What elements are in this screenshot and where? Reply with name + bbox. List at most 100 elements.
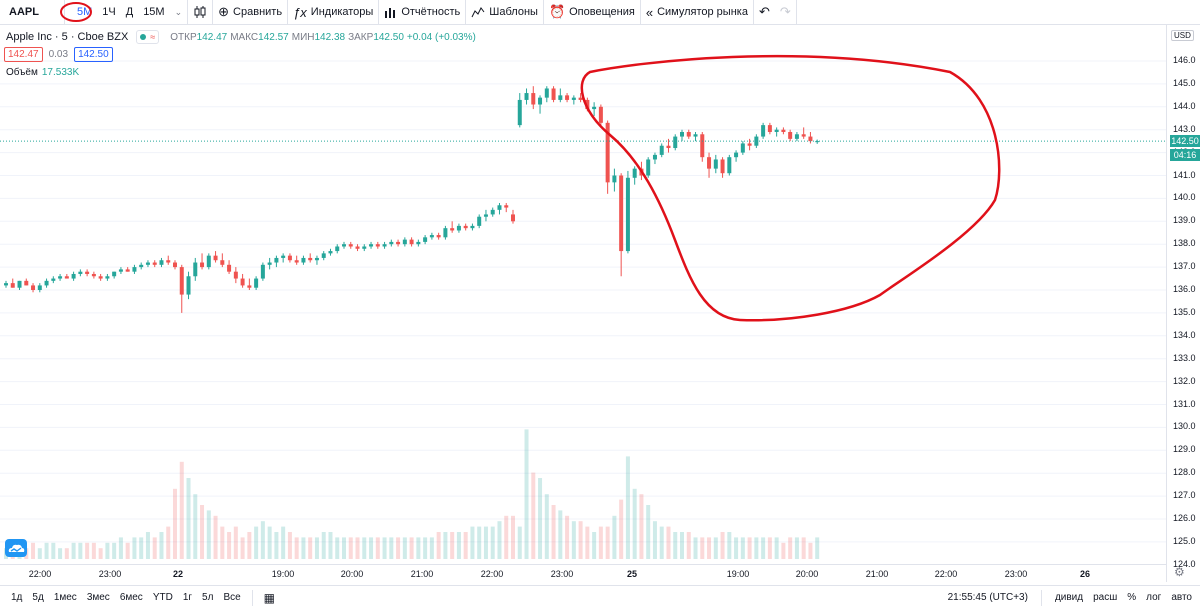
toolbar-filler <box>882 0 1200 25</box>
candle-body <box>815 141 820 143</box>
divider <box>378 0 380 24</box>
candle-body <box>700 134 705 158</box>
candle-body <box>524 93 529 100</box>
price-tick-label: 128.0 <box>1173 467 1196 478</box>
candle-body <box>85 271 90 274</box>
range-5y-button[interactable]: 5л <box>202 592 214 603</box>
volume-bar <box>693 537 698 559</box>
volume-bar <box>382 537 387 559</box>
range-5d-button[interactable]: 5д <box>32 592 44 603</box>
compare-button[interactable]: ⊕ Сравнить <box>213 0 287 24</box>
price-tick-label: 133.0 <box>1173 352 1196 363</box>
candle-body <box>619 175 624 252</box>
volume-bar <box>578 521 583 559</box>
price-axis[interactable]: 124.0 125.0 126.0 127.0 128.0 129.0 130.0 131.0… <box>1166 25 1200 582</box>
high-label: МАКС <box>230 31 259 43</box>
interval-15m-button[interactable]: 15М <box>143 6 165 18</box>
volume-bar <box>227 532 232 559</box>
volume-bar <box>240 537 245 559</box>
log-scale-toggle[interactable]: лог <box>1146 592 1162 603</box>
timezone-clock[interactable]: 21:55:45 (UTC+3) <box>947 592 1028 603</box>
bottom-toolbar: 1д 5д 1мес 3мес 6мес YTD 1г 5л Все ▦ 21:… <box>0 585 1200 609</box>
range-1m-button[interactable]: 1мес <box>53 592 77 603</box>
interval-dropdown-chevron-icon[interactable]: ⌄ <box>174 6 183 17</box>
candle-body <box>64 276 69 279</box>
price-chart[interactable] <box>0 25 1166 564</box>
high-value: 142.57 <box>258 31 289 43</box>
volume-bar <box>105 542 110 559</box>
countdown-label: 04:16 <box>1170 149 1200 161</box>
interval-1h-button[interactable]: 1Ч <box>102 6 116 18</box>
candle-body <box>78 271 83 274</box>
sell-price-button[interactable]: 142.47 <box>4 47 43 62</box>
candle-body <box>598 106 603 123</box>
alerts-button[interactable]: ⏰ Оповещения <box>544 0 640 24</box>
volume-bar <box>700 537 705 559</box>
range-all-button[interactable]: Все <box>223 592 241 603</box>
volume-bar <box>389 537 394 559</box>
currency-button[interactable]: USD <box>1171 30 1194 41</box>
fx-icon: ƒx <box>293 4 307 20</box>
volume-bar <box>166 526 171 559</box>
undo-button[interactable]: ↶ <box>754 0 775 24</box>
volume-bar <box>423 537 428 559</box>
divider <box>287 0 289 24</box>
reports-button[interactable]: Отчётность <box>379 0 465 24</box>
range-1d-button[interactable]: 1д <box>11 592 23 603</box>
price-tick-label: 129.0 <box>1173 444 1196 455</box>
candle-body <box>375 244 380 247</box>
range-ytd-button[interactable]: YTD <box>152 592 173 603</box>
interval-1d-button[interactable]: Д <box>125 6 134 18</box>
range-3m-button[interactable]: 3мес <box>86 592 110 603</box>
volume-bar <box>64 548 69 559</box>
candle-body <box>423 237 428 242</box>
redo-button[interactable]: ↷ <box>775 0 796 24</box>
candle-body <box>240 278 245 286</box>
volume-bar <box>145 532 150 559</box>
range-6m-button[interactable]: 6мес <box>119 592 143 603</box>
volume-bar <box>91 542 96 559</box>
change-value: +0.04 (+0.03%) <box>406 31 476 43</box>
candle-body <box>632 168 637 178</box>
volume-bar <box>477 526 482 559</box>
candle-body <box>314 257 319 261</box>
auto-scale-toggle[interactable]: авто <box>1171 592 1192 603</box>
divider <box>465 0 467 24</box>
tradingview-logo[interactable] <box>5 539 27 557</box>
settings-gear-icon[interactable]: ⚙ <box>1174 565 1185 579</box>
range-1y-button[interactable]: 1г <box>182 592 193 603</box>
templates-button[interactable]: Шаблоны <box>466 0 543 24</box>
volume-bar <box>179 461 184 559</box>
replay-button[interactable]: « Симулятор рынка <box>641 0 753 24</box>
volume-bar <box>348 537 353 559</box>
volume-bar <box>632 488 637 559</box>
symbol-search-button[interactable]: AAPL <box>9 6 39 18</box>
interval-5m-button[interactable]: 5М <box>77 6 93 18</box>
volume-bar <box>429 537 434 559</box>
volume-bar <box>342 537 346 559</box>
price-tick-label: 143.0 <box>1173 123 1196 134</box>
volume-bar <box>396 537 401 559</box>
candle-body <box>179 267 184 295</box>
volume-bar <box>436 532 441 559</box>
market-status-badge[interactable]: ≈ <box>136 30 160 44</box>
date-range-calendar-icon[interactable]: ▦ <box>263 590 276 605</box>
chart-type-button[interactable] <box>188 0 212 24</box>
candle-body <box>396 241 401 245</box>
dividends-toggle[interactable]: дивид <box>1054 592 1084 603</box>
volume-bar <box>639 494 644 559</box>
time-axis[interactable]: 22:00 23:00 22 19:00 20:00 21:00 22:00 23:00 25 1… <box>0 564 1166 583</box>
bottom-right-controls: 21:55:45 (UTC+3) дивид расш % лог авто <box>943 586 1200 609</box>
candle-body <box>355 246 360 249</box>
extended-hours-toggle[interactable]: расш <box>1093 592 1118 603</box>
wave-icon: ≈ <box>150 32 156 42</box>
indicators-button[interactable]: ƒx Индикаторы <box>288 0 378 24</box>
buy-price-button[interactable]: 142.50 <box>74 47 113 62</box>
time-tick-label: 25 <box>626 569 637 579</box>
volume-bar <box>98 548 103 559</box>
volume-bar <box>260 521 265 559</box>
candle-body <box>720 159 725 174</box>
price-tick-label: 134.0 <box>1173 329 1196 340</box>
candle-body <box>362 246 367 249</box>
percent-scale-toggle[interactable]: % <box>1127 592 1137 603</box>
